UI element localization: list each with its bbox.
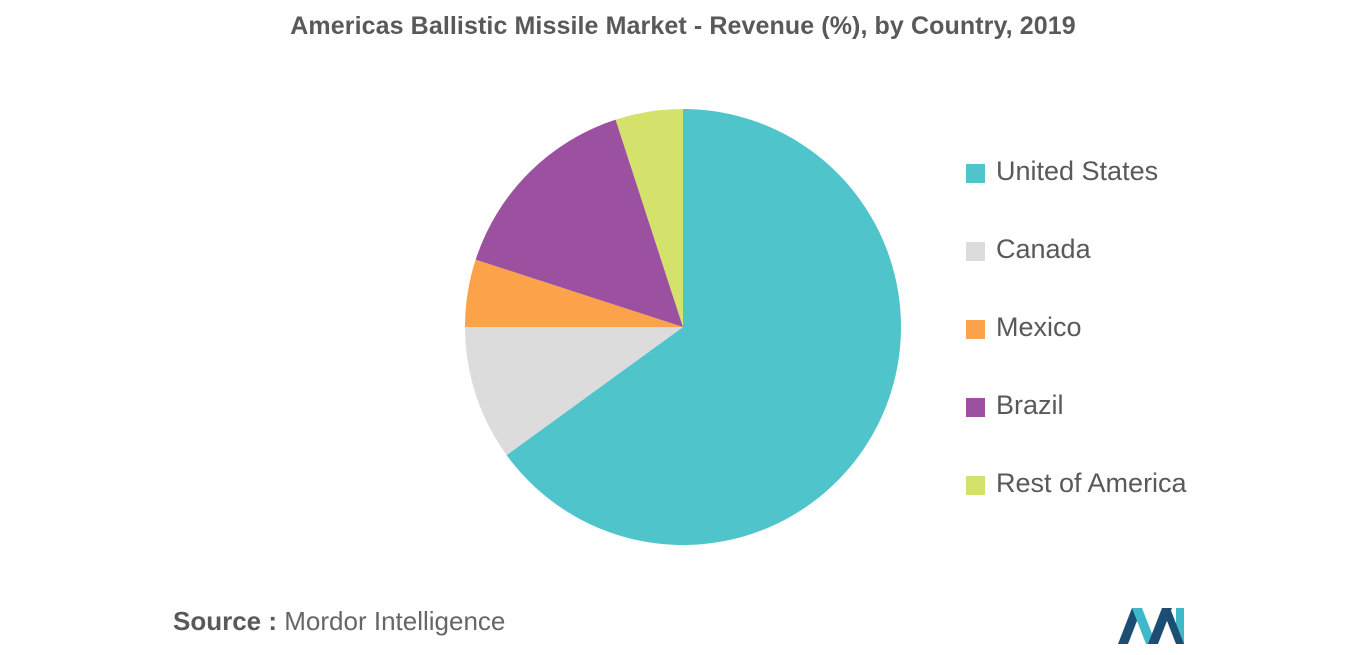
legend-swatch — [966, 398, 985, 417]
pie-slice-rest-of-america — [615, 109, 683, 327]
pie-slice-brazil — [475, 119, 683, 327]
legend-item-brazil: Brazil — [966, 384, 1296, 462]
legend-label: Canada — [996, 234, 1091, 264]
mordor-intelligence-logo-icon — [1118, 608, 1184, 644]
legend-label: Mexico — [996, 312, 1082, 342]
source-value: Mordor Intelligence — [284, 606, 506, 636]
legend-label: Brazil — [996, 390, 1064, 420]
source-note: Source : Mordor Intelligence — [173, 606, 505, 637]
legend-label: Rest of America — [996, 468, 1187, 498]
pie-slice-united-states — [506, 109, 902, 546]
pie-slice-mexico — [465, 259, 683, 327]
source-key: Source : — [173, 606, 278, 636]
legend-item-canada: Canada — [966, 228, 1296, 306]
legend-swatch — [966, 476, 985, 495]
chart-title: Americas Ballistic Missile Market - Reve… — [290, 12, 1076, 40]
legend-label: United States — [996, 156, 1159, 186]
legend-swatch — [966, 242, 985, 261]
legend-item-rest-of-america: Rest of America — [966, 462, 1296, 540]
legend-item-united-states: United States — [966, 150, 1296, 228]
legend-item-mexico: Mexico — [966, 306, 1296, 384]
pie-slice-canada — [465, 327, 683, 456]
chart-legend: United States Canada Mexico Brazil Rest of A… — [966, 150, 1296, 540]
legend-swatch — [966, 320, 985, 339]
legend-swatch — [966, 164, 985, 183]
